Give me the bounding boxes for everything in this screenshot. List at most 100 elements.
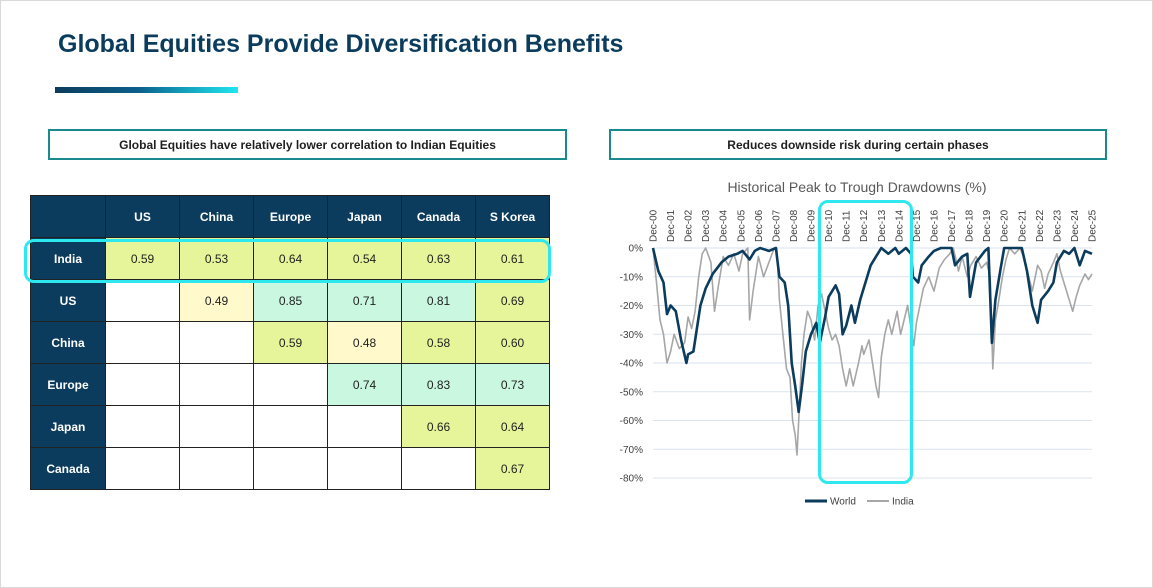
table-header-row: US China Europe Japan Canada S Korea <box>30 195 550 238</box>
x-tick-label: Dec-01 <box>666 209 677 242</box>
row-header: India <box>30 237 106 280</box>
row-header: China <box>30 321 106 364</box>
correlation-cell <box>327 405 402 448</box>
x-tick-label: Dec-19 <box>982 209 993 242</box>
x-tick-label: Dec-12 <box>859 209 870 242</box>
x-tick-label: Dec-23 <box>1052 209 1063 242</box>
correlation-cell: 0.59 <box>105 237 180 280</box>
correlation-cell: 0.85 <box>253 279 328 322</box>
x-tick-label: Dec-18 <box>965 209 976 242</box>
column-header: Europe <box>253 195 328 238</box>
x-tick-label: Dec-07 <box>771 209 782 242</box>
correlation-cell: 0.63 <box>401 237 476 280</box>
y-tick-label: -60% <box>620 416 643 427</box>
correlation-cell <box>179 405 254 448</box>
chart-legend: World India <box>805 497 914 508</box>
legend-label-world: World <box>830 497 856 508</box>
title-underline-bar <box>55 87 238 93</box>
correlation-cell: 0.71 <box>327 279 402 322</box>
correlation-cell <box>105 447 180 490</box>
y-axis-ticks: 0% -10% -20% -30% -40% -50% -60% -70% -80% <box>620 244 643 485</box>
table-row: India 0.59 0.53 0.64 0.54 0.63 0.61 <box>30 237 550 280</box>
legend-label-india: India <box>892 497 914 508</box>
correlation-cell <box>105 279 180 322</box>
correlation-cell: 0.74 <box>327 363 402 406</box>
correlation-cell <box>179 363 254 406</box>
table-row: Canada 0.67 <box>30 447 550 490</box>
row-header: Europe <box>30 363 106 406</box>
correlation-cell: 0.64 <box>253 237 328 280</box>
correlation-cell <box>253 363 328 406</box>
column-header: Canada <box>401 195 476 238</box>
x-tick-label: Dec-17 <box>947 209 958 242</box>
x-tick-label: Dec-00 <box>649 209 660 242</box>
x-tick-label: Dec-16 <box>929 209 940 242</box>
chart-series <box>651 246 1093 456</box>
table-row: US 0.49 0.85 0.71 0.81 0.69 <box>30 279 550 322</box>
column-header: US <box>105 195 180 238</box>
table-corner-cell <box>30 195 106 238</box>
series-line-world <box>651 246 1093 414</box>
drawdown-chart: Historical Peak to Trough Drawdowns (%) … <box>620 179 1099 508</box>
correlation-cell <box>327 447 402 490</box>
x-tick-label: Dec-03 <box>701 209 712 242</box>
correlation-cell: 0.64 <box>475 405 550 448</box>
row-header: US <box>30 279 106 322</box>
y-tick-label: -40% <box>620 359 643 370</box>
y-tick-label: -80% <box>620 474 643 485</box>
y-tick-label: 0% <box>629 244 644 255</box>
y-tick-label: -70% <box>620 445 643 456</box>
y-tick-label: -50% <box>620 387 643 398</box>
correlation-cell <box>401 447 476 490</box>
correlation-cell <box>179 321 254 364</box>
correlation-cell: 0.59 <box>253 321 328 364</box>
correlation-cell: 0.58 <box>401 321 476 364</box>
correlation-cell: 0.60 <box>475 321 550 364</box>
x-tick-label: Dec-02 <box>684 209 695 242</box>
x-tick-label: Dec-14 <box>894 209 905 242</box>
series-line-india <box>652 247 1093 456</box>
x-tick-label: Dec-15 <box>912 209 923 242</box>
correlation-cell: 0.69 <box>475 279 550 322</box>
chart-grid <box>653 247 1092 479</box>
x-tick-label: Dec-22 <box>1035 209 1046 242</box>
table-row: China 0.59 0.48 0.58 0.60 <box>30 321 550 364</box>
correlation-cell: 0.81 <box>401 279 476 322</box>
chart-title: Historical Peak to Trough Drawdowns (%) <box>727 179 986 195</box>
correlation-cell: 0.49 <box>179 279 254 322</box>
x-tick-label: Dec-05 <box>736 209 747 242</box>
x-tick-label: Dec-24 <box>1070 209 1081 242</box>
x-tick-label: Dec-20 <box>1000 209 1011 242</box>
x-tick-label: Dec-21 <box>1017 209 1028 242</box>
x-tick-label: Dec-04 <box>719 209 730 242</box>
x-tick-label: Dec-08 <box>789 209 800 242</box>
correlation-cell: 0.48 <box>327 321 402 364</box>
page-title: Global Equities Provide Diversification … <box>58 30 624 58</box>
x-tick-label: Dec-09 <box>807 209 818 242</box>
y-tick-label: -10% <box>620 272 643 283</box>
x-tick-label: Dec-11 <box>842 210 853 242</box>
correlation-table: US China Europe Japan Canada S Korea Ind… <box>30 195 550 490</box>
correlation-cell <box>253 447 328 490</box>
x-axis-ticks: Dec-00 Dec-01 Dec-02 Dec-03 Dec-04 Dec-05 Dec-… <box>649 209 1099 242</box>
y-tick-label: -30% <box>620 330 643 341</box>
drawdown-section-heading: Reduces downside risk during certain pha… <box>609 129 1107 160</box>
correlation-cell: 0.83 <box>401 363 476 406</box>
correlation-cell <box>105 363 180 406</box>
correlation-cell <box>253 405 328 448</box>
row-header: Japan <box>30 405 106 448</box>
correlation-cell: 0.53 <box>179 237 254 280</box>
table-row: Europe 0.74 0.83 0.73 <box>30 363 550 406</box>
correlation-section-heading: Global Equities have relatively lower co… <box>48 129 567 160</box>
column-header: China <box>179 195 254 238</box>
x-tick-label: Dec-25 <box>1088 209 1099 242</box>
correlation-cell: 0.54 <box>327 237 402 280</box>
row-header: Canada <box>30 447 106 490</box>
correlation-cell: 0.61 <box>475 237 550 280</box>
correlation-cell <box>179 447 254 490</box>
correlation-cell: 0.67 <box>475 447 550 490</box>
x-tick-label: Dec-10 <box>824 209 835 242</box>
table-row: Japan 0.66 0.64 <box>30 405 550 448</box>
column-header: Japan <box>327 195 402 238</box>
x-tick-label: Dec-06 <box>754 209 765 242</box>
